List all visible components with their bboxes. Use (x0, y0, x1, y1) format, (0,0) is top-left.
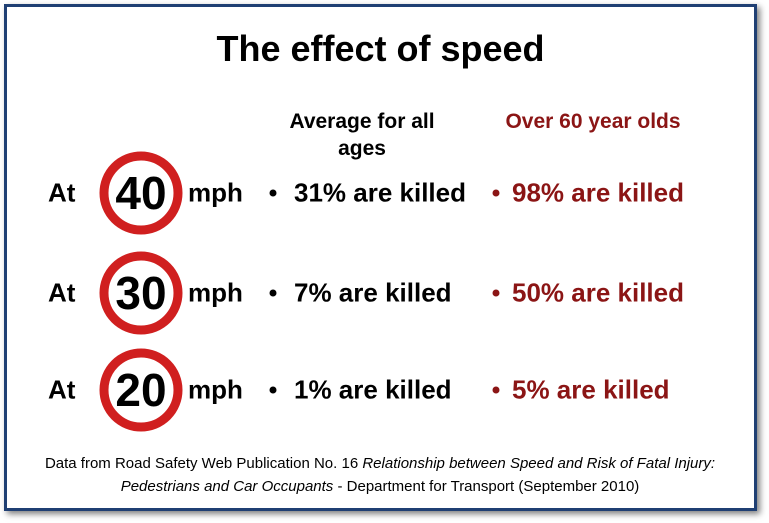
over-60: 50% are killed (512, 277, 684, 308)
unit: mph (188, 374, 243, 405)
speed: 30 (115, 267, 166, 319)
bullet (492, 386, 500, 394)
bullet (492, 189, 500, 197)
column-header: Over 60 year olds (505, 110, 681, 133)
title: The effect of speed (216, 28, 545, 69)
bullet (269, 289, 277, 297)
speed-sign (99, 151, 183, 235)
average: 1% are killed (294, 374, 452, 405)
speed: 40 (115, 167, 166, 219)
unit: mph (188, 277, 243, 308)
speed-sign (99, 348, 183, 432)
speed: 20 (115, 364, 166, 416)
unit: mph (188, 177, 243, 208)
average: 7% are killed (294, 277, 452, 308)
average: 31% are killed (294, 177, 466, 208)
prefix: At (48, 277, 76, 308)
over-60: 5% are killed (512, 374, 670, 405)
footer-title: Relationship between Speed and Risk of F… (120, 455, 716, 495)
bullet (269, 189, 277, 197)
bullet (269, 386, 277, 394)
speed-sign (99, 251, 183, 335)
footer-text: - Department for Transport (September 20… (337, 478, 640, 495)
bullet (492, 289, 500, 297)
footer: Data from Road Safety Web Publication No… (30, 452, 730, 498)
column-header: Average for all ages (289, 110, 435, 160)
prefix: At (48, 374, 76, 405)
over-60: 98% are killed (512, 177, 684, 208)
footer-text: Data from Road Safety Web Publication No… (44, 455, 359, 472)
prefix: At (48, 177, 76, 208)
